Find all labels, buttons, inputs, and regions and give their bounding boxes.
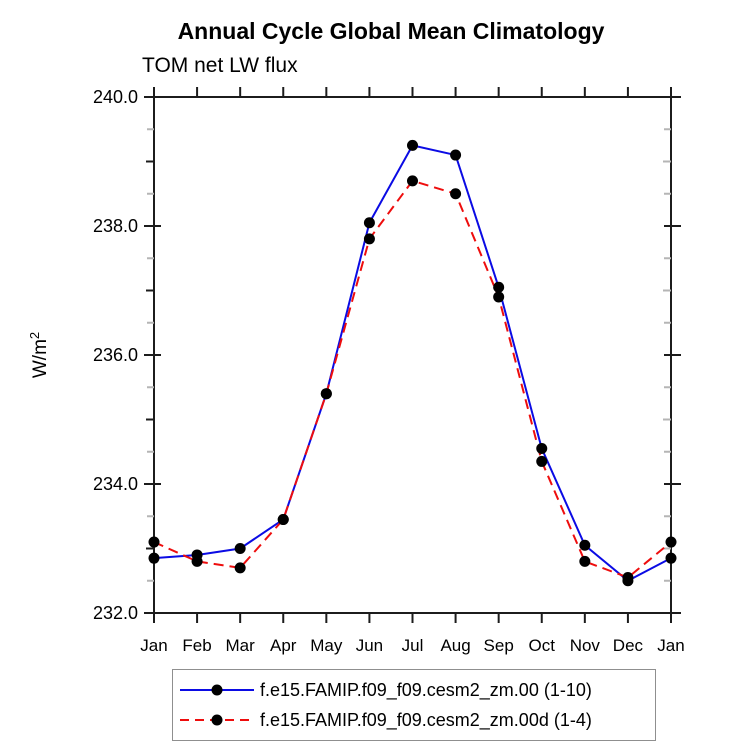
x-axis-month-label: Dec	[613, 636, 644, 655]
x-axis-month-label: Apr	[270, 636, 297, 655]
data-point-marker	[536, 455, 548, 467]
chart-subtitle: TOM net LW flux	[142, 54, 298, 77]
data-point-marker	[407, 175, 418, 187]
data-point-marker	[407, 139, 418, 151]
chart-title: Annual Cycle Global Mean Climatology	[177, 18, 605, 44]
data-point-marker	[277, 513, 289, 525]
data-point-marker	[493, 291, 505, 303]
legend-item: f.e15.FAMIP.f09_f09.cesm2_zm.00d (1-4)	[178, 708, 655, 732]
x-axis-month-label: Jan	[657, 636, 684, 655]
x-axis-month-label: Oct	[529, 636, 556, 655]
data-point-marker	[320, 388, 332, 400]
x-axis-month-label: Jan	[140, 636, 167, 655]
y-axis-tick-label: 236.0	[93, 345, 138, 365]
legend-marker-dot	[211, 714, 223, 726]
data-point-marker	[622, 572, 634, 584]
x-axis-month-label: Feb	[182, 636, 211, 655]
data-point-marker	[493, 281, 505, 293]
x-axis-month-label: Jun	[356, 636, 383, 655]
legend-label: f.e15.FAMIP.f09_f09.cesm2_zm.00 (1-10)	[260, 679, 592, 700]
legend-line-sample-solid	[180, 684, 254, 696]
data-point-marker	[579, 555, 591, 567]
legend-box: f.e15.FAMIP.f09_f09.cesm2_zm.00 (1-10) f…	[172, 669, 656, 741]
series-line-1	[153, 179, 672, 579]
x-axis-month-label: May	[310, 636, 343, 655]
y-axis-tick-label: 238.0	[93, 216, 138, 236]
data-point-marker	[148, 552, 160, 564]
axes-frame	[153, 96, 672, 614]
y-axis-tick-label: 240.0	[93, 87, 138, 107]
series-line-0	[153, 144, 672, 582]
x-axis-month-label: Aug	[440, 636, 470, 655]
data-point-marker	[450, 188, 462, 200]
y-axis-tick-label: 232.0	[93, 603, 138, 623]
x-axis-month-label: Mar	[226, 636, 256, 655]
x-axis-month-label: Jul	[402, 636, 424, 655]
data-point-marker	[363, 217, 375, 229]
data-point-marker	[234, 543, 246, 554]
data-point-marker	[148, 536, 160, 548]
data-point-marker	[665, 552, 677, 564]
data-point-marker	[450, 149, 462, 161]
legend-line-sample-dashed	[180, 714, 254, 726]
y-axis-tick-label: 234.0	[93, 474, 138, 494]
data-point-marker	[579, 539, 591, 551]
data-point-marker	[536, 443, 548, 455]
y-axis-title: W/m2	[27, 332, 51, 378]
data-point-marker	[234, 562, 246, 574]
legend-marker-dot	[211, 684, 223, 696]
data-point-marker	[665, 536, 677, 548]
data-point-marker	[363, 233, 375, 245]
x-axis-month-label: Sep	[484, 636, 514, 655]
legend-label: f.e15.FAMIP.f09_f09.cesm2_zm.00d (1-4)	[260, 709, 592, 730]
x-axis-month-label: Nov	[570, 636, 601, 655]
legend-item: f.e15.FAMIP.f09_f09.cesm2_zm.00 (1-10)	[178, 678, 655, 702]
data-point-marker	[191, 555, 203, 567]
